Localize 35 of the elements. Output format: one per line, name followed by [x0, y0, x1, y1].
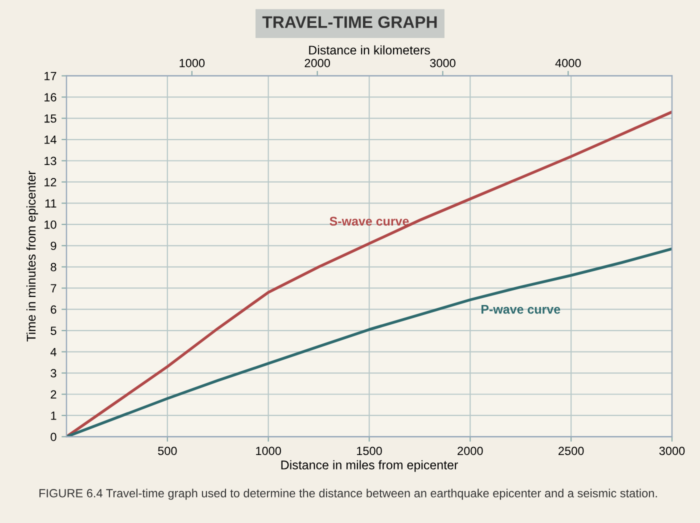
x-tick-label: 2500 — [558, 446, 584, 456]
x-tick-label: 1000 — [256, 446, 282, 456]
y-tick-label: 8 — [50, 262, 56, 272]
x-tick-label: 2000 — [458, 446, 483, 456]
caption: FIGURE 6.4 Travel-time graph used to determine the distance between an earthquake epicenter and a seismic station. — [39, 488, 657, 500]
y-tick-label: 14 — [44, 136, 56, 144]
y-axis-title: Time in minutes from epicenter — [26, 170, 38, 342]
y-tick-label: 6 — [50, 305, 56, 314]
y-tick-label: 1 — [51, 412, 56, 420]
y-tick-label: 11 — [45, 199, 56, 208]
y-tick-label: 13 — [44, 156, 56, 166]
y-tick-label: 15 — [44, 114, 56, 123]
y-tick-label: 5 — [50, 326, 56, 335]
y-tick-label: 0 — [50, 432, 56, 442]
y-tick-label: 7 — [50, 284, 56, 292]
x2-axis-title: Distance in kilometers — [309, 45, 430, 55]
y-tick-label: 16 — [44, 93, 56, 102]
x2-tick-label: 4000 — [555, 58, 581, 68]
y-tick-label: 3 — [50, 369, 56, 378]
series-label: S-wave curve — [330, 216, 409, 226]
y-tick-label: 12 — [44, 178, 56, 186]
x2-tick-label: 3000 — [430, 58, 456, 68]
y-tick-label: 9 — [50, 242, 56, 250]
chart-title: TRAVEL-TIME GRAPH — [262, 16, 437, 28]
series-label: P-wave curve — [482, 305, 560, 314]
x2-tick-label: 2000 — [304, 58, 330, 68]
x2-tick-label: 1000 — [180, 58, 205, 68]
x-tick-label: 1500 — [357, 446, 382, 456]
y-tick-label: 17 — [44, 72, 56, 80]
y-tick-label: 4 — [50, 348, 56, 356]
x-tick-label: 3000 — [659, 446, 685, 456]
x-tick-label: 500 — [158, 446, 177, 456]
y-tick-label: 10 — [44, 220, 56, 229]
y-tick-label: 2 — [50, 390, 56, 399]
x-axis-title: Distance in miles from epicenter — [281, 460, 458, 472]
